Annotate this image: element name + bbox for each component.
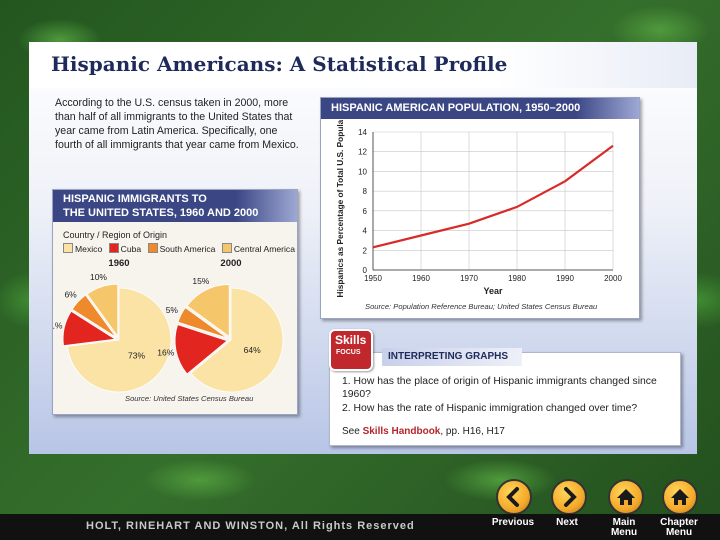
series-line [372,144,614,249]
pie-slice-central-america [86,283,119,338]
y-tick-label: 12 [358,148,367,157]
legend-swatch [108,243,119,253]
badge-focus: FOCUS [336,349,361,356]
line-heading: HISPANIC AMERICAN POPULATION, 1950–2000 [321,98,639,119]
legend-item-central-america: Central America [221,243,295,254]
skills-title-bar: INTERPRETING GRAPHS [382,348,522,366]
pie-slice-mexico [66,287,172,393]
next-label[interactable]: Next [556,517,578,528]
title-bar: Hispanic Americans: A Statistical Profil… [29,42,697,88]
question-2: 2. How has the rate of Hispanic immigrat… [342,403,638,414]
legend-item-cuba: Cuba [108,243,141,254]
chevron-right-icon [564,487,577,507]
page-title: Hispanic Americans: A Statistical Profil… [51,52,508,76]
chapter-menu-button[interactable] [662,479,698,515]
footer-bar: HOLT, RINEHART AND WINSTON, All Rights R… [0,514,720,540]
pie-title-2000: 2000 [220,258,241,269]
legend-swatch [63,243,73,253]
legend-swatch [147,243,158,253]
pie-heading-line1: HISPANIC IMMIGRANTS TO [63,193,207,205]
skills-title: INTERPRETING GRAPHS [388,351,509,362]
immigrants-pie-card: HISPANIC IMMIGRANTS TO THE UNITED STATES… [52,189,298,415]
pie-label: 10% [90,272,107,282]
y-tick-label: 2 [363,246,368,255]
intro-text: According to the U.S. census taken in 20… [55,97,299,151]
copyright-text: HOLT, RINEHART AND WINSTON, All Rights R… [86,520,415,532]
home-icon [617,489,635,505]
legend-swatch [221,243,232,253]
pie-charts: 1960 73% 11% 6% 10% 2000 64% 16% 5% 15% [53,258,284,393]
slide-panel: Hispanic Americans: A Statistical Profil… [29,42,697,454]
legend: Mexico Cuba South America Central Americ… [63,243,299,254]
y-tick-label: 0 [363,266,368,275]
see-suffix: , pp. H16, H17 [440,426,505,437]
main-menu-button[interactable] [608,479,644,515]
y-tick-label: 6 [363,207,368,216]
chevron-left-icon [506,487,519,507]
pie-heading-line2: THE UNITED STATES, 1960 AND 2000 [63,207,259,219]
pie-slice-south-america [71,294,117,338]
legend-item-south-america: South America [147,243,215,254]
population-line-card: HISPANIC AMERICAN POPULATION, 1950–2000 … [320,97,640,319]
y-tick-label: 14 [358,128,367,137]
line-chart: 0 2 4 6 8 10 12 14 1950 1960 1970 1980 1990 2000 Year H… [335,120,622,298]
line-source: Source: Population Reference Bureau; Uni… [365,302,598,311]
pie-slice-central-america [186,284,230,338]
skills-handbook-link[interactable]: Skills Handbook [362,426,441,437]
pie-source: Source: United States Census Bureau [125,394,254,403]
legend-title: Country / Region of Origin [63,230,168,240]
x-tick-label: 1950 [364,274,382,283]
main-menu-label[interactable]: Main Menu [610,517,638,538]
x-tick-label: 1980 [508,274,526,283]
line-heading-text: HISPANIC AMERICAN POPULATION, 1950–2000 [331,102,581,114]
badge-skills: Skills [335,333,367,347]
pie-slice-cuba [62,310,117,347]
x-tick-label: 1970 [460,274,478,283]
previous-label[interactable]: Previous [491,517,535,528]
y-tick-label: 8 [363,187,368,196]
pie-label: 5% [166,305,179,315]
skills-focus-card: INTERPRETING GRAPHS 1. How has the place… [329,348,681,446]
y-axis-label: Hispanics as Percentage of Total U.S. Po… [335,120,345,298]
skills-focus-badge: Skills FOCUS [329,329,373,371]
pie-label: 16% [157,347,174,357]
pie-label: 15% [192,276,209,286]
chapter-menu-label[interactable]: Chapter Menu [660,517,698,538]
next-button[interactable] [551,479,587,515]
see-prefix: See [342,426,363,437]
home-icon [671,489,689,505]
pie-heading: HISPANIC IMMIGRANTS TO THE UNITED STATES… [53,190,297,222]
x-tick-label: 2000 [604,274,622,283]
x-tick-label: 1960 [412,274,430,283]
see-reference: See Skills Handbook, pp. H16, H17 [342,426,505,437]
pie-label: 73% [128,350,145,360]
pie-label: 6% [64,290,77,300]
pie-label: 64% [244,345,261,355]
pie-title-1960: 1960 [108,258,129,269]
pie-slice-mexico [190,287,284,393]
y-tick-label: 4 [363,227,368,236]
x-axis-label: Year [483,286,503,296]
pie-label: 11% [53,321,63,331]
previous-button[interactable] [496,479,532,515]
pie-slice-south-america [177,307,228,339]
legend-item-mexico: Mexico [63,243,102,254]
y-tick-label: 10 [358,167,367,176]
question-1: 1. How has the place of origin of Hispan… [342,376,657,400]
x-tick-label: 1990 [556,274,574,283]
pie-slice-cuba [174,324,228,375]
